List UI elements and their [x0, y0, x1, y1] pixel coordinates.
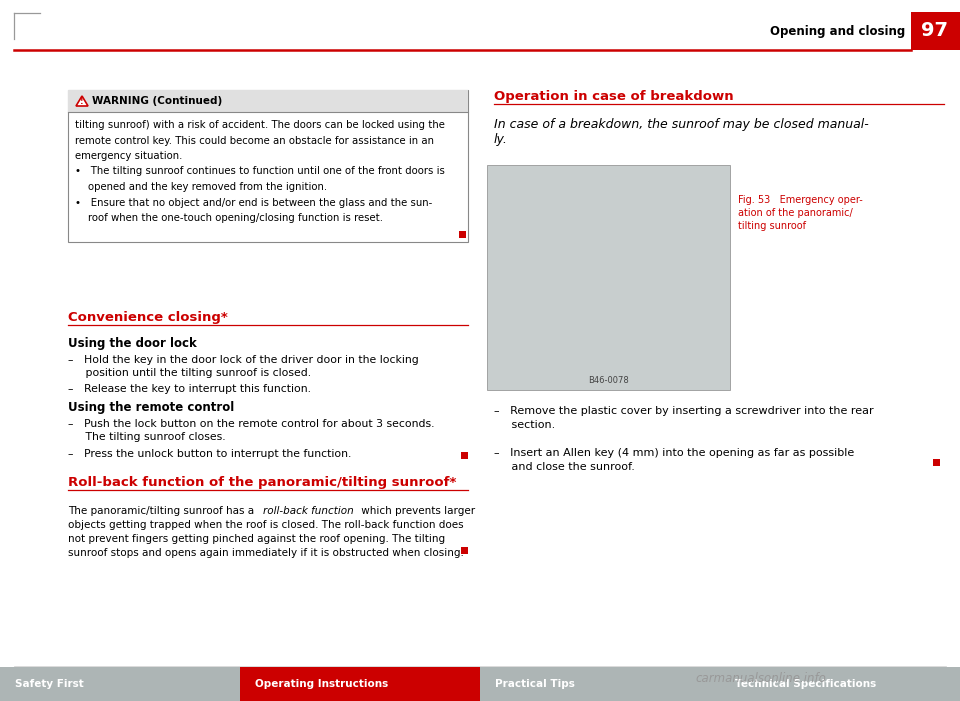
- Text: section.: section.: [494, 420, 555, 430]
- Text: •   The tilting sunroof continues to function until one of the front doors is: • The tilting sunroof continues to funct…: [75, 167, 444, 177]
- Text: !: !: [81, 97, 84, 106]
- Text: tilting sunroof) with a risk of accident. The doors can be locked using the: tilting sunroof) with a risk of accident…: [75, 120, 444, 130]
- Text: Using the door lock: Using the door lock: [68, 337, 197, 350]
- Bar: [720, 667, 960, 701]
- Text: not prevent fingers getting pinched against the roof opening. The tilting: not prevent fingers getting pinched agai…: [68, 534, 445, 544]
- Text: sunroof stops and opens again immediately if it is obstructed when closing.: sunroof stops and opens again immediatel…: [68, 548, 464, 558]
- Text: –   Remove the plastic cover by inserting a screwdriver into the rear: – Remove the plastic cover by inserting …: [494, 406, 874, 416]
- Text: Using the remote control: Using the remote control: [68, 401, 234, 414]
- Bar: [487, 165, 730, 390]
- Text: tilting sunroof: tilting sunroof: [738, 221, 806, 231]
- Text: Practical Tips: Practical Tips: [495, 679, 575, 689]
- Bar: [461, 547, 468, 554]
- Text: Fig. 53   Emergency oper-: Fig. 53 Emergency oper-: [738, 195, 863, 205]
- Text: –   Push the lock button on the remote control for about 3 seconds.: – Push the lock button on the remote con…: [68, 419, 435, 429]
- Text: roll-back function: roll-back function: [263, 506, 353, 516]
- Text: –   Press the unlock button to interrupt the function.: – Press the unlock button to interrupt t…: [68, 449, 351, 459]
- Text: Technical Specifications: Technical Specifications: [735, 679, 876, 689]
- Text: emergency situation.: emergency situation.: [75, 151, 182, 161]
- Bar: [240, 667, 480, 701]
- Text: opened and the key removed from the ignition.: opened and the key removed from the igni…: [75, 182, 327, 192]
- Text: Roll-back function of the panoramic/tilting sunroof*: Roll-back function of the panoramic/tilt…: [68, 476, 456, 489]
- Text: B46-0078: B46-0078: [588, 376, 629, 385]
- Bar: [459, 231, 466, 238]
- Text: The panoramic/tilting sunroof has a: The panoramic/tilting sunroof has a: [68, 506, 257, 516]
- Text: Convenience closing*: Convenience closing*: [68, 311, 228, 324]
- Text: –   Release the key to interrupt this function.: – Release the key to interrupt this func…: [68, 384, 311, 394]
- Text: and close the sunroof.: and close the sunroof.: [494, 462, 635, 472]
- Text: Operating Instructions: Operating Instructions: [255, 679, 388, 689]
- Text: carmanualsonline.info: carmanualsonline.info: [695, 672, 826, 685]
- Text: ly.: ly.: [494, 133, 508, 146]
- Text: roof when the one-touch opening/closing function is reset.: roof when the one-touch opening/closing …: [75, 213, 383, 223]
- Text: 97: 97: [922, 22, 948, 41]
- Bar: [0, 667, 240, 701]
- Text: ation of the panoramic/: ation of the panoramic/: [738, 208, 852, 218]
- Text: In case of a breakdown, the sunroof may be closed manual-: In case of a breakdown, the sunroof may …: [494, 118, 869, 131]
- Text: Operation in case of breakdown: Operation in case of breakdown: [494, 90, 733, 103]
- Text: remote control key. This could become an obstacle for assistance in an: remote control key. This could become an…: [75, 135, 434, 146]
- Bar: [461, 452, 468, 459]
- Text: –   Insert an Allen key (4 mm) into the opening as far as possible: – Insert an Allen key (4 mm) into the op…: [494, 448, 854, 458]
- Text: which prevents larger: which prevents larger: [358, 506, 475, 516]
- Text: WARNING (Continued): WARNING (Continued): [92, 96, 223, 106]
- Text: The tilting sunroof closes.: The tilting sunroof closes.: [68, 432, 226, 442]
- Polygon shape: [76, 96, 88, 106]
- Text: Opening and closing: Opening and closing: [770, 25, 905, 39]
- Bar: [68, 90, 468, 242]
- Bar: [933, 459, 940, 466]
- Text: –   Hold the key in the door lock of the driver door in the locking: – Hold the key in the door lock of the d…: [68, 355, 419, 365]
- Text: position until the tilting sunroof is closed.: position until the tilting sunroof is cl…: [68, 368, 311, 378]
- Text: Safety First: Safety First: [15, 679, 84, 689]
- Bar: [68, 90, 468, 112]
- Bar: [911, 12, 960, 50]
- Text: objects getting trapped when the roof is closed. The roll-back function does: objects getting trapped when the roof is…: [68, 520, 464, 530]
- Text: •   Ensure that no object and/or end is between the glass and the sun-: • Ensure that no object and/or end is be…: [75, 198, 432, 207]
- Bar: [480, 667, 720, 701]
